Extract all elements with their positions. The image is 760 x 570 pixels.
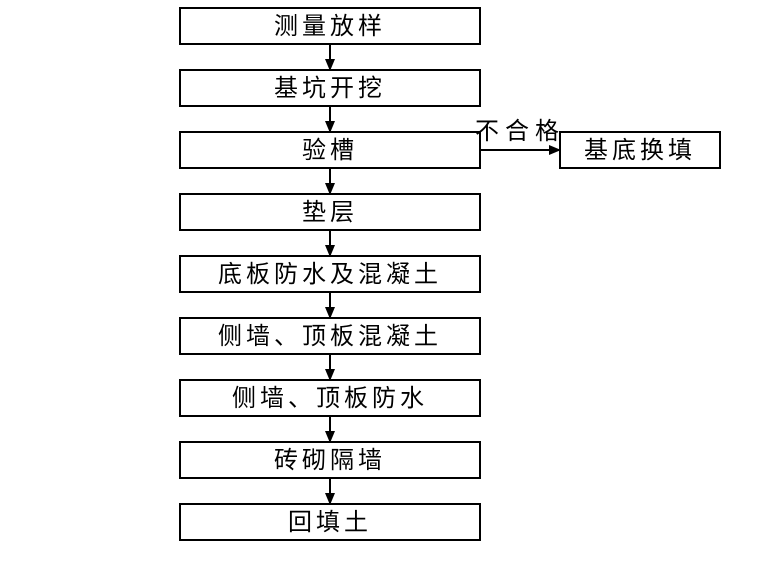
flowchart-canvas: 测量放样基坑开挖验槽垫层底板防水及混凝土侧墙、顶板混凝土侧墙、顶板防水砖砌隔墙回… [0,0,760,570]
flow-node-label-n4: 垫层 [302,199,358,226]
flow-node-label-n1: 测量放样 [274,13,386,40]
flow-edge-label-side: 不合格 [475,118,565,145]
flow-node-label-n7: 侧墙、顶板防水 [232,385,428,412]
flow-node-label-n6: 侧墙、顶板混凝土 [218,323,442,350]
flow-node-label-n8: 砖砌隔墙 [274,447,386,474]
flow-node-label-n9: 回填土 [288,509,372,536]
flow-node-label-n2: 基坑开挖 [274,75,386,102]
flow-node-label-n5: 底板防水及混凝土 [218,261,442,288]
flow-node-label-n3: 验槽 [302,137,358,164]
flow-node-label-s1: 基底换填 [584,137,696,164]
